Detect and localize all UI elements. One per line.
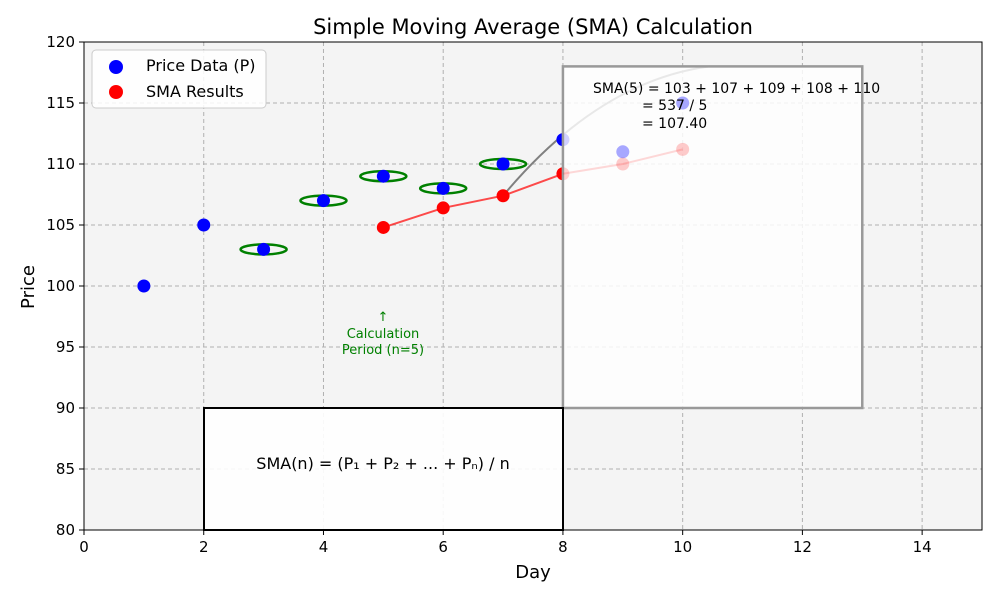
y-tick-label: 110 [46, 155, 75, 173]
y-tick-label: 90 [56, 399, 75, 417]
formula-box [203, 407, 564, 531]
price-point [436, 181, 450, 195]
y-tick-label: 115 [46, 94, 75, 112]
price-point-faded [616, 145, 630, 159]
y-tick-label: 100 [46, 277, 75, 295]
legend-marker-sma [109, 85, 123, 99]
price-point-faded [676, 96, 690, 110]
x-tick-label: 8 [558, 538, 568, 556]
legend-frame [91, 49, 267, 109]
y-tick-label: 95 [56, 338, 75, 356]
y-tick-label: 120 [46, 33, 75, 51]
y-tick-label: 105 [46, 216, 75, 234]
legend-marker-price [109, 60, 123, 74]
y-axis-label: Price [18, 265, 39, 309]
sma-point [496, 189, 510, 203]
price-point [257, 242, 271, 256]
x-tick-label: 12 [793, 538, 812, 556]
y-tick-label: 80 [56, 521, 75, 539]
y-tick-label: 85 [56, 460, 75, 478]
period-arrow: ↑ [378, 310, 389, 325]
chart-title: Simple Moving Average (SMA) Calculation [313, 15, 753, 39]
x-tick-label: 4 [319, 538, 329, 556]
calc-line-3: = 107.40 [642, 116, 707, 132]
x-tick-label: 10 [673, 538, 692, 556]
x-tick-label: 2 [199, 538, 209, 556]
calc-line-2: = 537 / 5 [642, 98, 707, 114]
x-axis-label: Day [515, 562, 551, 583]
legend: Price Data (P) SMA Results [91, 49, 267, 109]
sma-point [436, 201, 450, 215]
price-point [496, 157, 510, 171]
period-label-line1: Calculation [347, 327, 420, 342]
period-label-line2: Period (n=5) [342, 343, 424, 358]
price-point [376, 169, 390, 183]
legend-label-sma: SMA Results [146, 82, 244, 101]
formula-text: SMA(n) = (P₁ + P₂ + ... + Pₙ) / n [256, 454, 509, 473]
x-tick-label: 14 [913, 538, 932, 556]
calc-line-1: SMA(5) = 103 + 107 + 109 + 108 + 110 [593, 81, 880, 97]
series-layer [137, 65, 864, 410]
x-tick-label: 6 [438, 538, 448, 556]
price-point [316, 194, 330, 208]
calculation-box [561, 65, 864, 410]
legend-label-price: Price Data (P) [146, 56, 256, 75]
sma-point-faded [676, 142, 690, 156]
sma-point-faded [616, 157, 630, 171]
sma-line [383, 172, 564, 229]
price-point [197, 218, 211, 232]
price-point [137, 279, 151, 293]
sma-line-faded [562, 148, 683, 175]
sma-point [376, 220, 390, 234]
x-tick-label: 0 [79, 538, 89, 556]
